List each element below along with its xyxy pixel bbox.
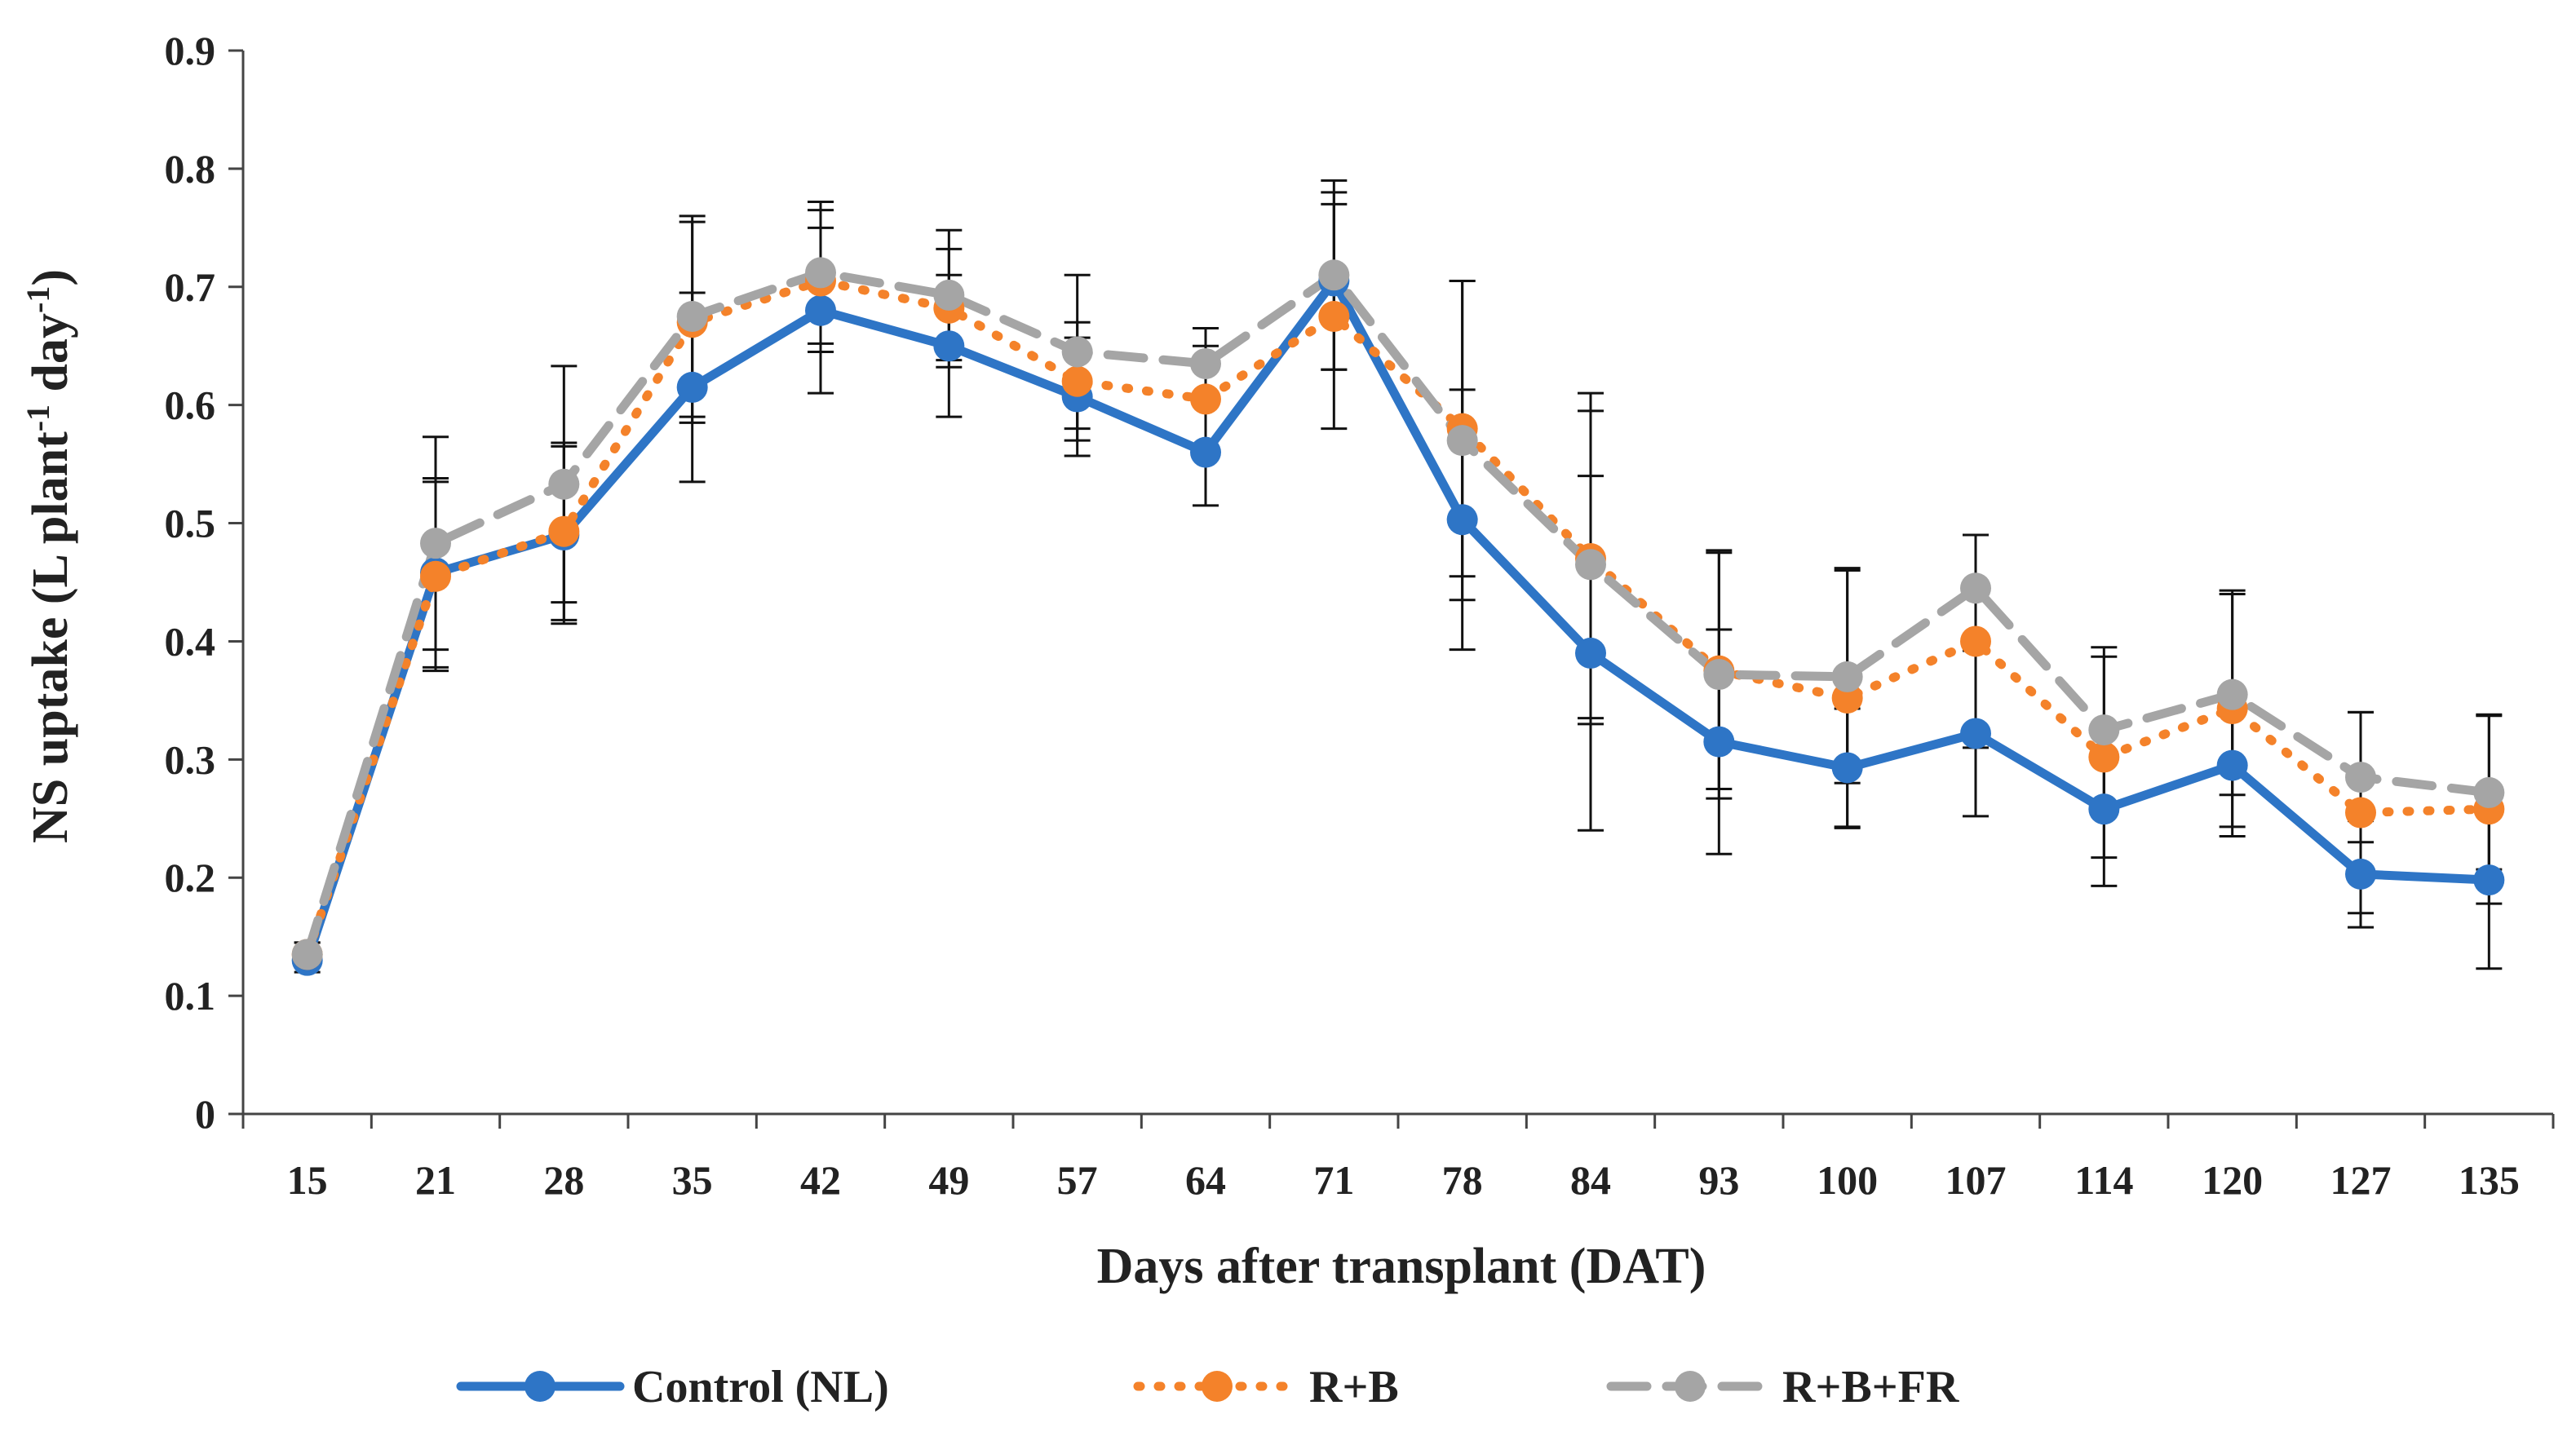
y-axis-title-end: ) <box>23 269 78 286</box>
y-tick-label: 0.8 <box>165 146 216 192</box>
data-point <box>420 560 451 592</box>
x-tick-label: 78 <box>1442 1157 1483 1203</box>
legend-swatch-marker <box>1675 1371 1706 1402</box>
data-point <box>2473 864 2505 896</box>
data-point <box>2216 678 2248 710</box>
legend-swatch-marker <box>524 1371 555 1402</box>
data-point <box>676 371 708 403</box>
legend-label: Control (NL) <box>632 1362 889 1412</box>
data-point <box>805 294 836 326</box>
legend-label: R+B <box>1309 1362 1399 1412</box>
data-point <box>1831 682 1863 714</box>
data-point <box>1061 365 1093 397</box>
y-axis-title-sup1: -1 <box>20 404 56 431</box>
data-point <box>1575 549 1606 581</box>
data-point <box>2216 749 2248 781</box>
x-tick-label: 107 <box>1945 1157 2007 1203</box>
x-tick-label: 49 <box>928 1157 969 1203</box>
data-point <box>2345 797 2376 829</box>
data-point <box>1703 659 1735 691</box>
series-lines <box>303 267 2494 966</box>
legend: Control (NL) R+B R+B+FR <box>456 1362 1959 1412</box>
data-point <box>1831 661 1863 692</box>
x-tick-label: 57 <box>1057 1157 1098 1203</box>
y-axis-title-mid: day <box>23 313 78 404</box>
x-tick-label: 21 <box>415 1157 456 1203</box>
data-point <box>1190 347 1221 379</box>
y-axis-title: NS uptake (L plant-1 day-1) <box>20 269 78 843</box>
data-point <box>1575 637 1606 669</box>
x-tick-label: 120 <box>2202 1157 2263 1203</box>
x-tick-label: 84 <box>1570 1157 1611 1203</box>
series-line-2 <box>303 267 2494 959</box>
series-markers <box>291 257 2505 976</box>
data-point <box>1831 752 1863 784</box>
data-point <box>2088 714 2120 746</box>
y-tick-label: 0.3 <box>165 736 216 782</box>
y-tick-label: 0.9 <box>165 28 216 73</box>
y-axis-title-sup2: -1 <box>20 286 56 313</box>
x-tick-label: 93 <box>1698 1157 1739 1203</box>
data-point <box>548 468 580 500</box>
data-point <box>2088 741 2120 773</box>
x-axis-title: Days after transplant (DAT) <box>1097 1239 1706 1294</box>
y-tick-label: 0 <box>195 1091 215 1137</box>
series-line-1 <box>303 276 2494 959</box>
x-tick-label: 64 <box>1185 1157 1226 1203</box>
data-point <box>2088 793 2120 825</box>
data-point <box>1318 301 1350 332</box>
data-point <box>933 330 965 362</box>
data-point <box>676 301 708 332</box>
data-point <box>805 257 836 289</box>
x-tick-label: 127 <box>2330 1157 2392 1203</box>
data-point <box>1960 572 1991 604</box>
x-tick-label: 15 <box>287 1157 328 1203</box>
y-tick-label: 0.1 <box>165 973 216 1019</box>
data-point <box>1061 336 1093 368</box>
legend-swatch-marker <box>1202 1371 1233 1402</box>
data-point <box>1446 504 1478 536</box>
y-tick-label: 0.4 <box>165 618 216 664</box>
y-tick-label: 0.7 <box>165 264 216 310</box>
data-point <box>1960 625 1991 657</box>
x-tick-label: 135 <box>2459 1157 2520 1203</box>
data-point <box>1190 436 1221 468</box>
x-tick-label: 28 <box>543 1157 584 1203</box>
y-tick-label: 0.2 <box>165 855 216 900</box>
x-tick-label: 71 <box>1313 1157 1354 1203</box>
series-line-0 <box>303 276 2494 966</box>
data-point <box>2345 858 2376 890</box>
x-tick-label: 42 <box>800 1157 841 1203</box>
error-bars <box>294 179 2503 974</box>
data-point <box>1318 259 1350 291</box>
x-tick-label: 100 <box>1817 1157 1878 1203</box>
data-point <box>548 515 580 547</box>
x-tick-label: 114 <box>2074 1157 2133 1203</box>
data-point <box>1960 718 1991 749</box>
y-tick-label: 0.6 <box>165 382 216 428</box>
axes: 0 0.1 0.2 0.3 0.4 0.5 0.6 0.7 0.8 0.9 15 21 28 35 42 49… <box>165 28 2555 1203</box>
data-point <box>2345 762 2376 793</box>
y-tick-label: 0.5 <box>165 501 216 546</box>
data-point <box>1703 726 1735 758</box>
y-axis-title-main: NS uptake (L plant <box>23 431 78 843</box>
data-point <box>291 939 323 970</box>
x-tick-label: 35 <box>672 1157 713 1203</box>
data-point <box>2473 776 2505 808</box>
legend-label: R+B+FR <box>1782 1362 1959 1412</box>
data-point <box>933 279 965 311</box>
data-point <box>420 528 451 559</box>
data-point <box>1190 383 1221 415</box>
data-point <box>1446 425 1478 457</box>
